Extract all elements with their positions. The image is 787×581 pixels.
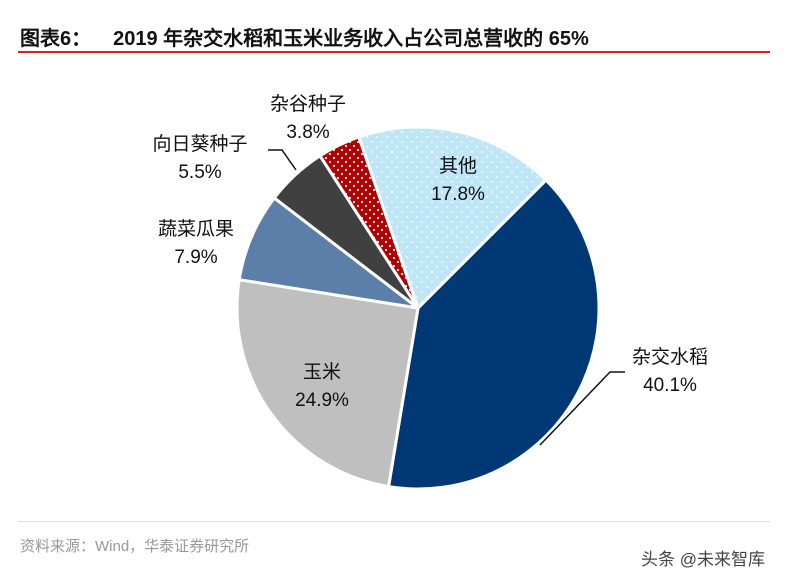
watermark: 头条 @未来智库 — [641, 550, 765, 569]
figure-number: 图表6： — [20, 28, 92, 50]
leader-line-hybrid-rice — [539, 371, 625, 446]
slice-label-corn: 玉米 — [303, 361, 341, 383]
slice-label-millet-seeds: 杂谷种子 — [270, 93, 346, 115]
source-note: 资料来源：Wind，华泰证券研究所 — [20, 538, 250, 555]
slice-label-hybrid-rice: 杂交水稻 — [632, 346, 708, 368]
slice-value-millet-seeds: 3.8% — [286, 122, 329, 143]
leader-line-sunflower — [268, 149, 297, 171]
slice-value-vegetables: 7.9% — [174, 247, 217, 268]
pie-slice-corn — [235, 277, 420, 489]
chart-title: 图表6： 2019 年杂交水稻和玉米业务收入占公司总营收的 65% — [20, 22, 589, 51]
source-divider — [18, 521, 770, 522]
pie-slice-hybrid-rice — [386, 177, 601, 491]
slice-label-sunflower-seeds: 向日葵种子 — [152, 133, 247, 155]
pie-slice-other — [356, 125, 549, 311]
pie-slice-vegetables — [237, 195, 419, 310]
title-divider — [18, 51, 770, 53]
slice-label-other: 其他 — [439, 155, 477, 177]
slice-value-sunflower-seeds: 5.5% — [178, 162, 221, 183]
slice-value-hybrid-rice: 40.1% — [643, 375, 697, 396]
title-text: 2019 年杂交水稻和玉米业务收入占公司总营收的 65% — [113, 28, 589, 50]
slice-value-other: 17.8% — [431, 184, 485, 205]
slice-value-corn: 24.9% — [295, 390, 349, 411]
slice-label-vegetables: 蔬菜瓜果 — [158, 218, 234, 240]
